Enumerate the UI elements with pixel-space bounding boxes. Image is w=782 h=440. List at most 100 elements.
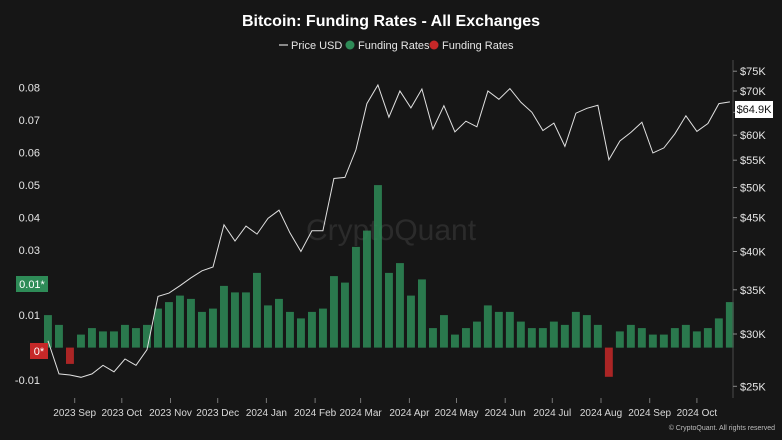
funding-bar-positive (363, 230, 371, 348)
left-tick-label: 0.01 (19, 310, 40, 322)
zero-badge (30, 343, 48, 359)
funding-bars (44, 185, 734, 377)
x-tick-label: 2023 Nov (149, 408, 192, 419)
x-tick-label: 2023 Oct (102, 408, 143, 419)
funding-bar-positive (88, 328, 96, 348)
funding-bar-positive (44, 315, 52, 348)
funding-bar-positive (714, 318, 723, 348)
funding-bar-positive (308, 311, 316, 348)
funding-bar-positive (132, 328, 140, 348)
x-tick-label: 2024 Mar (339, 408, 382, 419)
left-tick-label: -0.01 (15, 375, 40, 387)
x-tick-label: 2024 Jul (533, 408, 571, 419)
right-tick-label: $45K (740, 213, 766, 225)
left-tick-label: 0.04 (19, 213, 40, 225)
legend: Price USD Funding Rates Funding Rates (279, 40, 514, 52)
right-tick-label: $70K (740, 86, 766, 98)
x-tick-label: 2023 Dec (196, 408, 239, 419)
funding-bar-positive (648, 334, 657, 348)
funding-bar-positive (560, 324, 569, 348)
zero-marker: 0* (30, 343, 48, 359)
funding-bar-positive (396, 263, 404, 348)
x-tick-label: 2024 Aug (580, 408, 622, 419)
x-tick-label: 2024 Feb (294, 408, 337, 419)
zero-value: 0* (34, 346, 45, 358)
x-tick-label: 2024 Sep (628, 408, 671, 419)
funding-bar-positive (681, 324, 690, 348)
funding-bar-positive (319, 308, 327, 348)
funding-bar-positive (198, 311, 206, 348)
funding-bar-positive (549, 321, 558, 348)
right-tick-label: $50K (740, 183, 766, 195)
funding-bar-positive (582, 315, 591, 348)
funding-bar-positive (571, 311, 580, 348)
funding-bar-positive (703, 328, 712, 348)
funding-bar-positive (494, 311, 503, 348)
funding-bar-positive (176, 295, 184, 348)
funding-bar-positive (637, 328, 646, 348)
funding-bar-positive (670, 328, 679, 348)
funding-bar-positive (77, 334, 85, 348)
x-axis: 2023 Sep 2023 Oct 2023 Nov 2023 Dec 2024 Jan… (53, 398, 717, 419)
funding-bar-positive (451, 334, 459, 348)
funding-bar-positive (297, 318, 305, 348)
x-tick-label: 2024 May (435, 408, 479, 419)
funding-bar-positive (286, 311, 294, 348)
legend-positive-funding-label: Funding Rates (358, 40, 430, 52)
funding-bar-negative (604, 347, 613, 377)
current-price-marker: $64.9K (735, 101, 773, 118)
right-tick-label: $75K (740, 66, 766, 78)
funding-bar-positive (626, 324, 635, 348)
funding-bar-positive (725, 302, 734, 348)
x-tick-label: 2024 Oct (677, 408, 718, 419)
funding-bar-positive (187, 298, 195, 348)
funding-bar-positive (462, 328, 470, 348)
funding-bar-positive (516, 321, 525, 348)
funding-bar-positive (121, 324, 129, 348)
legend-negative-funding-dot (429, 40, 439, 50)
right-tick-label: $60K (740, 130, 766, 142)
left-tick-label: 0.07 (19, 115, 40, 127)
funding-bar-positive (593, 324, 602, 348)
x-tick-label: 2023 Sep (53, 408, 96, 419)
current-funding-value: 0.01* (19, 279, 45, 291)
copyright-footer: © CryptoQuant. All rights reserved (669, 424, 775, 432)
current-funding-badge (16, 276, 48, 292)
legend-price-label: Price USD (291, 40, 342, 52)
funding-bar-positive (483, 305, 492, 348)
right-tick-label: $30K (740, 329, 766, 341)
funding-bar-positive (99, 331, 107, 348)
funding-bar-positive (659, 334, 668, 348)
x-tick-label: 2024 Apr (389, 408, 430, 419)
watermark: CryptoQuant (306, 214, 477, 247)
funding-bar-positive (220, 285, 228, 348)
legend-positive-funding-dot (345, 40, 355, 50)
left-tick-label: 0.06 (19, 148, 40, 160)
funding-bar-positive (527, 328, 536, 348)
funding-bar-positive (231, 292, 239, 348)
funding-bar-negative (66, 347, 74, 364)
funding-bar-positive (341, 282, 349, 348)
left-tick-label: 0.03 (19, 245, 40, 257)
funding-bar-positive (154, 308, 162, 348)
right-tick-label: $25K (740, 381, 766, 393)
current-price-badge (735, 101, 773, 118)
funding-bar-positive (275, 298, 283, 348)
funding-bar-positive (165, 302, 173, 348)
funding-bar-positive (330, 276, 338, 348)
left-tick-label: 0.08 (19, 83, 40, 95)
funding-bar-positive (538, 328, 547, 348)
funding-bar-positive (143, 324, 151, 348)
funding-bar-positive (352, 246, 360, 348)
funding-bar-positive (253, 272, 261, 348)
right-tick-label: $40K (740, 247, 766, 259)
current-price-value: $64.9K (737, 104, 773, 116)
funding-bar-positive (110, 331, 118, 348)
left-tick-label: 0.05 (19, 180, 40, 192)
current-funding-marker: 0.01* (16, 276, 48, 292)
funding-bar-positive (440, 315, 448, 348)
funding-bar-positive (615, 331, 624, 348)
funding-bar-positive (473, 321, 481, 348)
